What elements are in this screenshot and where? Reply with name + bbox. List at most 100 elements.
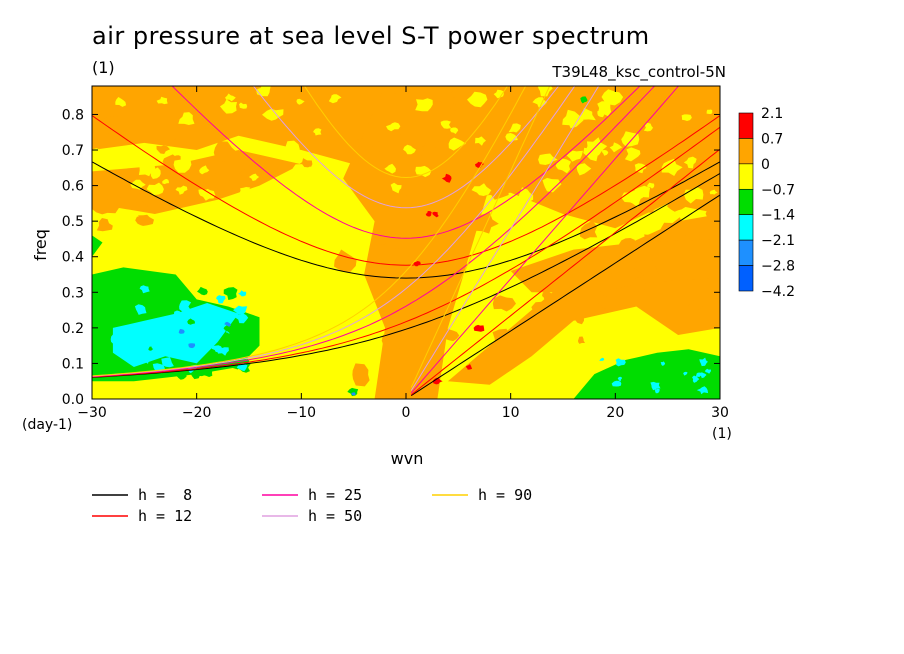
yellow-speckle (609, 142, 623, 153)
low-speckle (236, 363, 248, 372)
low-speckle (197, 286, 208, 296)
orange-speckle (213, 141, 238, 163)
yellow-speckle (621, 131, 640, 147)
orange-speckle (589, 252, 611, 270)
orange-speckle (688, 298, 704, 311)
low-speckle-right (699, 357, 708, 367)
yellow-speckle (198, 189, 211, 198)
orange-speckle (667, 201, 686, 212)
legend-label-h25: h = 25 (308, 486, 362, 504)
yellow-speckle (578, 107, 596, 121)
orange-speckle (376, 238, 386, 246)
y-tick-label: 0.8 (62, 107, 84, 123)
cyan-region-left (112, 303, 239, 367)
yellow-speckle (390, 182, 402, 194)
low-speckle (179, 300, 192, 313)
yellow-speckle (386, 122, 401, 132)
legend-label-h12: h = 12 (138, 507, 192, 525)
yellow-speckle (138, 162, 156, 177)
low-speckle-right (683, 371, 688, 376)
orange-speckle (384, 195, 408, 213)
y-tick-label: 0.5 (62, 214, 84, 230)
green-region-edge (92, 235, 103, 257)
orange-speckle (634, 258, 660, 277)
yellow-speckle (467, 91, 488, 108)
dispersion-curve-kelvin-h25 (410, 86, 680, 394)
yellow-speckle (156, 96, 168, 105)
low-speckle (238, 290, 247, 297)
low-speckle (187, 318, 195, 325)
colorbar: 2.1 0.7 0 −0.7 −1.4 −2.1 −2.8 −4.2 (738, 106, 795, 300)
yellow-speckle (601, 150, 609, 156)
orange-speckle (658, 141, 673, 154)
orange-speckle (412, 138, 426, 150)
blue-spot (178, 329, 185, 334)
dispersion-curve-inertio-gravity-h50 (252, 86, 560, 209)
orange-speckle (96, 218, 113, 232)
yellow-speckle (555, 158, 572, 174)
dispersion-curve-rossby-gravity-h12 (92, 126, 720, 378)
green-spot (580, 96, 588, 104)
low-speckle (142, 357, 151, 364)
y-axis-unit: (day-1) (22, 417, 72, 433)
x-axis-title: wvn (391, 449, 424, 468)
low-speckle (174, 310, 183, 318)
dispersion-curve-rossby-gravity-h25 (92, 86, 656, 377)
colorbar-label: −2.8 (761, 259, 795, 275)
yellow-speckle (647, 182, 655, 189)
orange-speckle (381, 333, 408, 350)
low-speckle-right (611, 380, 622, 387)
yellow-speckle (505, 133, 518, 143)
x-tick-label: 0 (402, 405, 411, 421)
x-axis-unit: (1) (712, 426, 732, 442)
yellow-speckle (597, 110, 606, 118)
low-speckle (222, 324, 232, 334)
orange-speckle (371, 141, 385, 154)
yellow-speckle (304, 166, 315, 173)
colorbar-label: −1.4 (761, 208, 795, 224)
dispersion-curve-inertio-gravity-h12 (92, 115, 720, 266)
yellow-speckle (448, 137, 467, 151)
orange-speckle (660, 217, 690, 237)
dispersion-curve-rossby-gravity-h8 (92, 172, 720, 378)
yellow-speckle (564, 112, 584, 129)
orange-speckle (428, 338, 441, 349)
dispersion-curve-inertio-gravity-h8 (92, 161, 720, 279)
yellow-speckle (146, 182, 164, 195)
legend-label-h50: h = 50 (308, 507, 362, 525)
colorbar-swatch (738, 163, 754, 190)
yellow-speckle (239, 102, 248, 109)
low-speckle (216, 347, 229, 356)
orange-region-center (343, 86, 490, 399)
blue-spot (224, 321, 231, 327)
colorbar-label: −4.2 (761, 284, 795, 300)
colorbar-label: −2.1 (761, 233, 795, 249)
orange-speckle (453, 89, 473, 106)
legend: h = 8 h = 12 h = 25 h = 50 h = 90 (92, 486, 532, 525)
low-speckle (217, 325, 225, 334)
dispersion-curve-kelvin-h50 (410, 86, 600, 391)
low-speckle-right (699, 372, 707, 379)
low-speckle (157, 302, 168, 310)
orange-speckle (135, 215, 152, 226)
yellow-speckle (576, 163, 592, 176)
dispersion-curve-rossby-gravity-h90 (92, 86, 527, 377)
orange-speckle (705, 204, 720, 223)
orange-speckle (582, 264, 596, 280)
colorbar-swatch (738, 188, 754, 216)
low-speckle-right (617, 376, 622, 382)
y-tick-label: 0.2 (62, 321, 84, 337)
yellow-speckle (249, 173, 260, 181)
yellow-speckle (296, 98, 305, 105)
orange-speckle (206, 173, 230, 189)
x-tick-label: −30 (77, 405, 107, 421)
yellow-speckle (292, 164, 308, 180)
y-tick-label: 0.0 (62, 392, 84, 408)
low-speckle (223, 287, 238, 300)
colorbar-swatch (738, 214, 754, 241)
plot-area (92, 86, 720, 399)
low-speckle (235, 313, 249, 324)
yellow-speckle (178, 112, 195, 125)
yellow-speckle (683, 156, 697, 169)
low-speckle (134, 304, 147, 315)
